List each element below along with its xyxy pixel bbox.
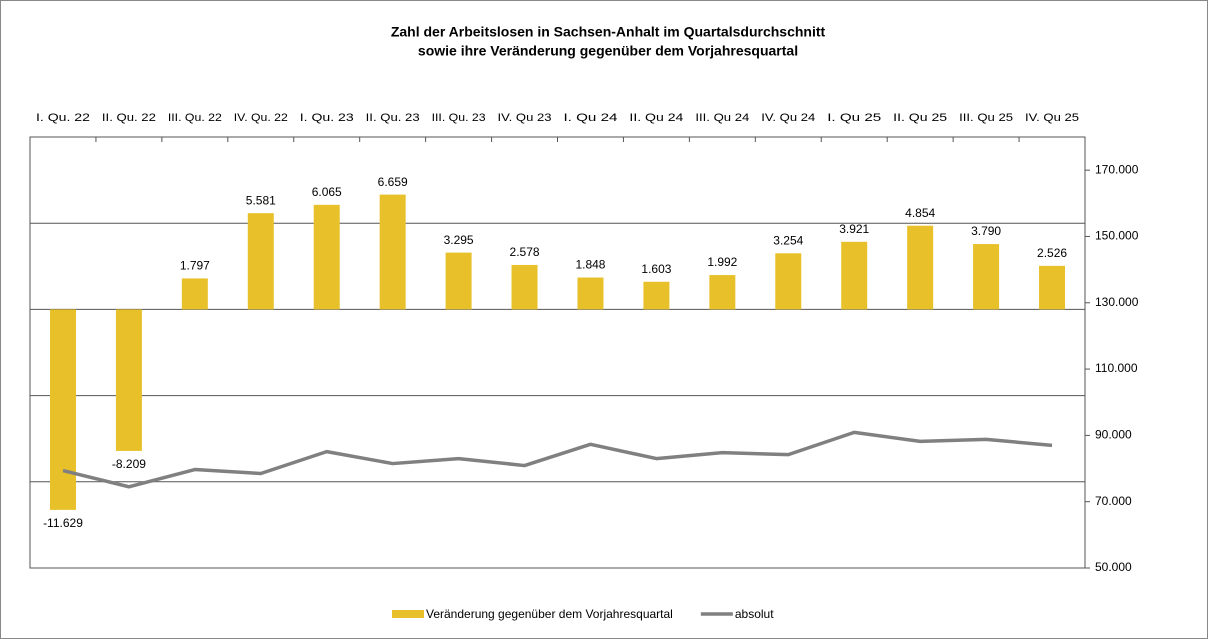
y2-tick-label: 70.000	[1095, 494, 1132, 508]
y2-tick-label: 130.000	[1095, 295, 1139, 309]
value-label: 3.921	[839, 222, 869, 236]
y2-tick-label: 110.000	[1095, 361, 1138, 375]
value-label: 3.295	[444, 233, 474, 247]
x-tick-label: IV. Qu 24	[761, 112, 815, 124]
bar	[247, 213, 274, 310]
x-tick-label: I. Qu 25	[827, 112, 881, 124]
x-tick-label: IV. Qu 25	[1025, 112, 1079, 124]
value-label: 2.526	[1037, 246, 1067, 260]
bar	[1039, 265, 1066, 310]
bar	[379, 194, 406, 310]
bar	[115, 309, 142, 451]
value-label: 6.659	[378, 175, 408, 189]
legend-label: Veränderung gegenüber dem Vorjahresquart…	[426, 607, 673, 621]
legend-swatch	[392, 610, 424, 618]
value-label: 4.854	[905, 206, 935, 220]
value-label: 5.581	[246, 193, 276, 207]
value-label: 3.254	[773, 233, 803, 247]
x-tick-label: I. Qu 24	[563, 112, 617, 124]
bar	[907, 225, 934, 310]
line	[62, 430, 1053, 489]
x-tick-label: III. Qu. 23	[432, 112, 486, 124]
x-tick-label: III. Qu. 22	[168, 112, 222, 124]
bar	[181, 278, 208, 310]
value-label: 1.848	[575, 258, 605, 272]
x-tick-label: I. Qu. 23	[300, 112, 354, 124]
bar	[709, 275, 736, 310]
bar	[511, 264, 538, 310]
chart-title: Zahl der Arbeitslosen in Sachsen-Anhalt …	[391, 24, 826, 40]
value-label: 1.797	[180, 259, 210, 273]
bar	[643, 281, 670, 310]
bar	[313, 204, 340, 310]
x-tick-label: II. Qu 24	[629, 112, 683, 124]
y2-tick-label: 170.000	[1095, 162, 1139, 176]
y2-tick-label: 50.000	[1095, 560, 1132, 574]
x-tick-label: III. Qu 24	[695, 112, 749, 124]
value-label: 3.790	[971, 224, 1001, 238]
x-tick-label: II. Qu 25	[893, 112, 947, 124]
legend-label: absolut	[735, 607, 774, 621]
bar	[973, 244, 1000, 310]
y2-tick-label: 150.000	[1095, 229, 1139, 243]
x-tick-label: I. Qu. 22	[36, 112, 90, 124]
bar	[577, 277, 604, 310]
value-label: -11.629	[43, 516, 83, 530]
x-tick-label: II. Qu. 22	[102, 112, 156, 124]
x-tick-label: IV. Qu. 22	[234, 112, 288, 124]
value-label: 2.578	[510, 245, 540, 259]
bar	[775, 253, 802, 310]
x-tick-label: IV. Qu 23	[498, 112, 552, 124]
chart-subtitle: sowie ihre Veränderung gegenüber dem Vor…	[418, 43, 798, 59]
value-label: -8.209	[112, 457, 146, 471]
bar	[49, 309, 76, 510]
bar	[445, 252, 472, 310]
bar	[841, 241, 868, 310]
value-label: 6.065	[312, 185, 342, 199]
value-label: 1.992	[707, 255, 737, 269]
value-label: 1.603	[641, 262, 671, 276]
y2-tick-label: 90.000	[1095, 428, 1132, 442]
x-tick-label: III. Qu 25	[959, 112, 1013, 124]
x-tick-label: II. Qu. 23	[366, 112, 420, 124]
